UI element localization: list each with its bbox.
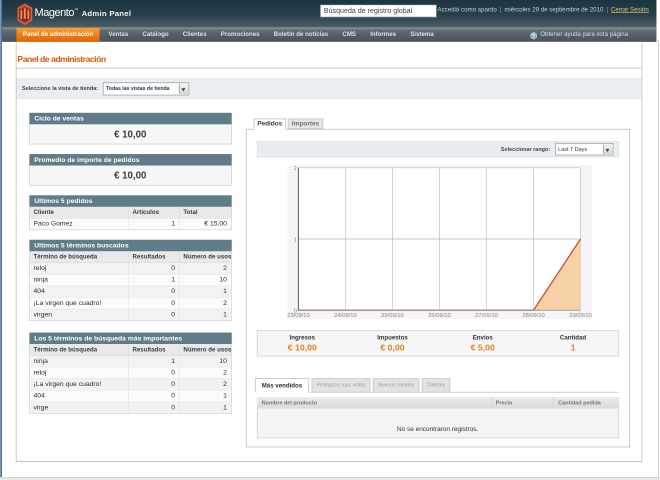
svg-text:2: 2 <box>293 166 296 172</box>
svg-text:0: 0 <box>293 309 296 315</box>
svg-text:28/09/10: 28/09/10 <box>522 313 545 319</box>
svg-text:1: 1 <box>293 237 296 243</box>
svg-text:29/09/10: 29/09/10 <box>569 313 592 319</box>
svg-text:23/09/10: 23/09/10 <box>287 313 310 319</box>
svg-text:24/09/10: 24/09/10 <box>334 313 357 319</box>
svg-text:25/09/10: 25/09/10 <box>381 313 404 319</box>
svg-text:27/09/10: 27/09/10 <box>475 313 498 319</box>
svg-text:26/09/10: 26/09/10 <box>428 313 451 319</box>
